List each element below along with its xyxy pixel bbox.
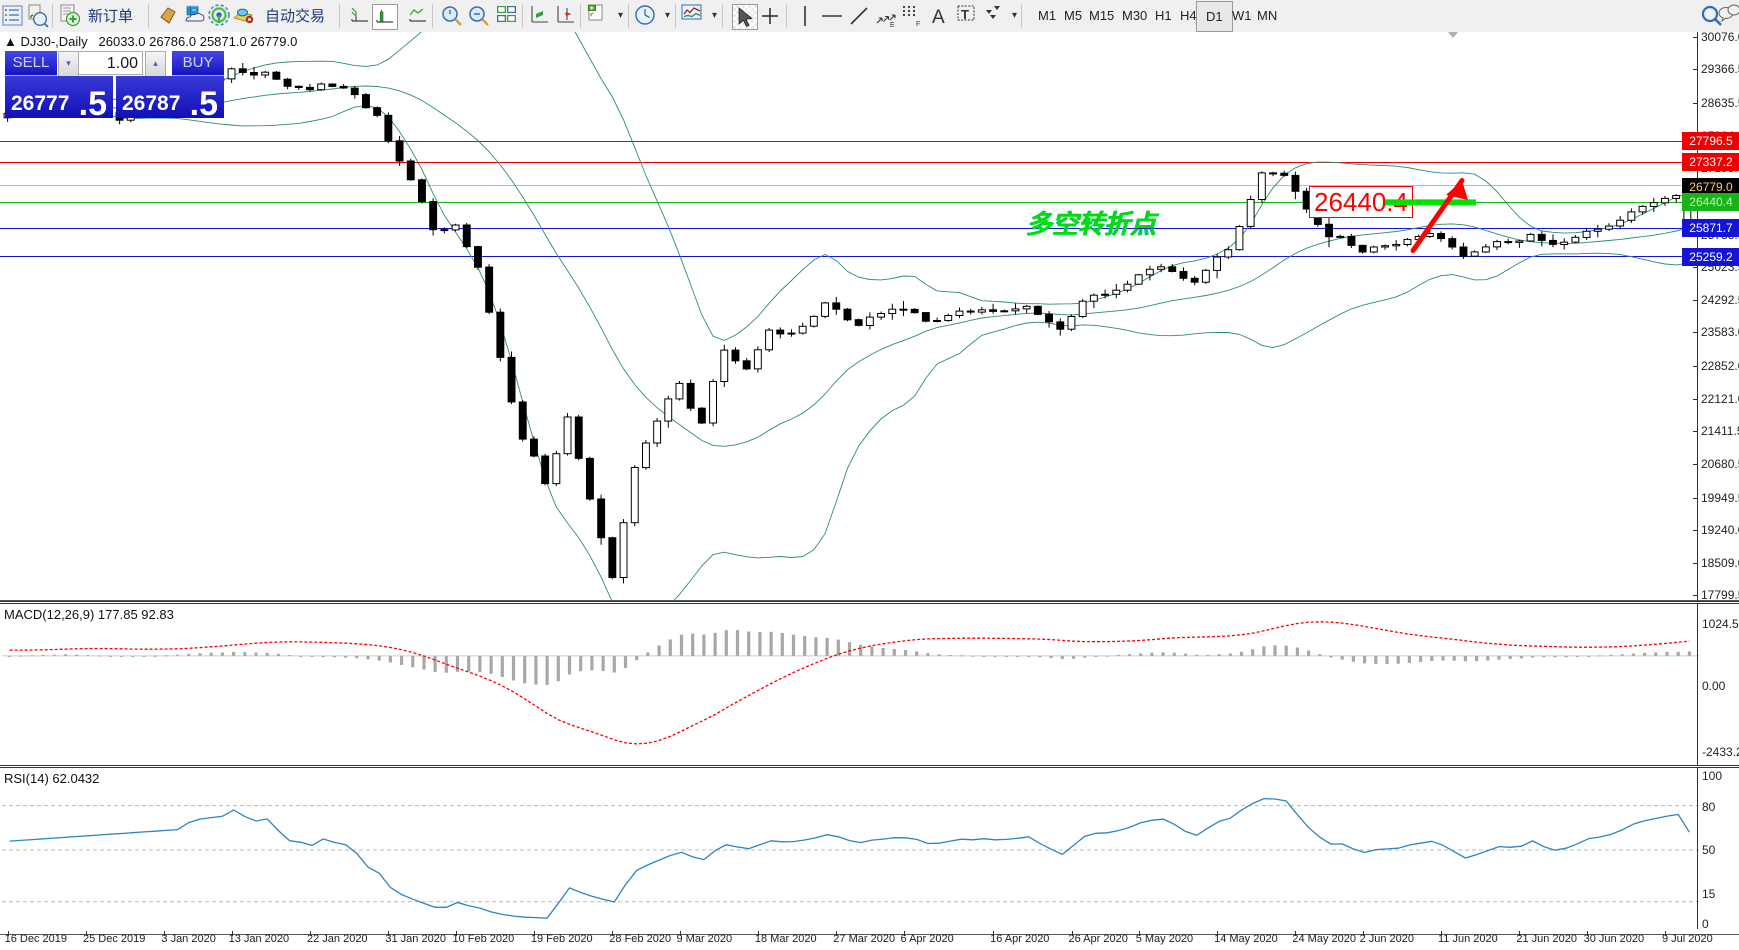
svg-text:E: E [890,22,895,28]
svg-text:F: F [916,21,920,28]
svg-text:A: A [932,7,945,28]
svg-text:T: T [961,7,969,22]
